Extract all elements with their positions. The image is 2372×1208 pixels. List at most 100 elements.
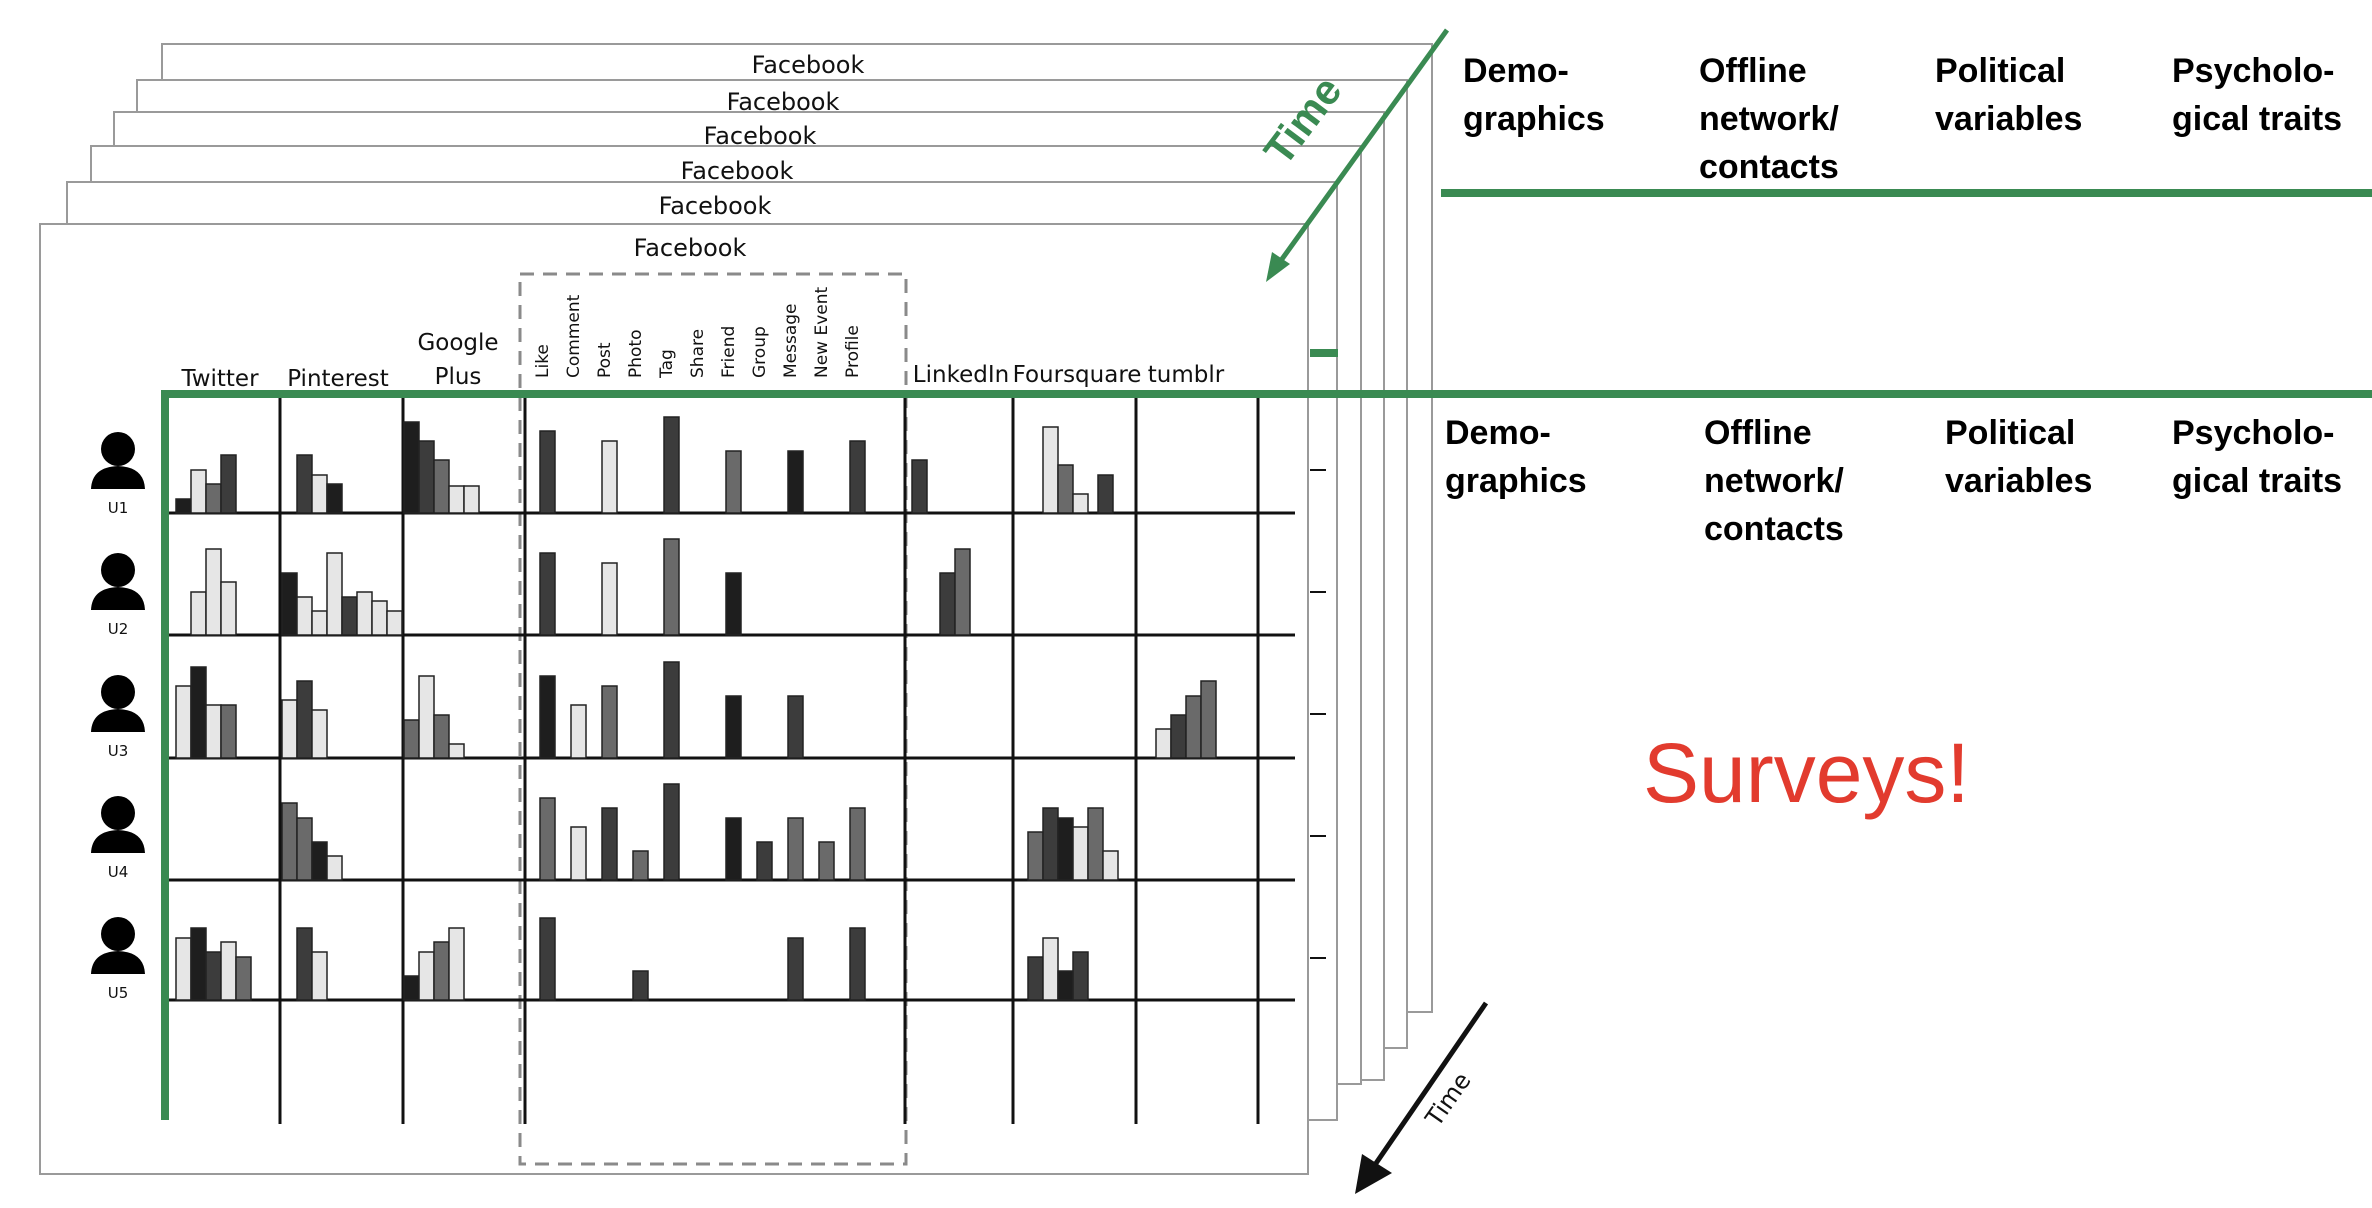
user-label: U1: [108, 499, 129, 517]
activity-bar: [311, 951, 328, 1001]
activity-bar: [341, 596, 358, 636]
survey-header-bottom-1: Offline network/contacts: [1704, 414, 1844, 548]
back-sheet-5-title: Facebook: [752, 51, 865, 79]
activity-bar: [1027, 956, 1044, 1001]
activity-bar: [601, 440, 618, 514]
time-label-black: Time: [1419, 1067, 1476, 1132]
facebook-action-label: New Event: [812, 286, 832, 378]
col-label-twitter: Twitter: [180, 366, 259, 392]
facebook-action-label: Like: [533, 344, 553, 378]
activity-bar: [190, 591, 207, 636]
activity-bar: [403, 719, 420, 759]
activity-bar: [281, 572, 298, 636]
activity-bar: [663, 538, 680, 636]
facebook-action-label: Friend: [719, 326, 739, 378]
activity-bar: [296, 927, 313, 1001]
activity-bar: [601, 562, 618, 636]
back-sheet-2-title: Facebook: [681, 157, 794, 185]
activity-bar: [539, 430, 556, 514]
col-label-pinterest: Pinterest: [287, 366, 389, 392]
activity-bar: [1097, 474, 1114, 514]
activity-bar: [205, 704, 222, 759]
activity-bar: [601, 685, 618, 759]
facebook-action-label: Tag: [657, 349, 677, 379]
activity-bar: [1072, 951, 1089, 1001]
activity-bar: [725, 450, 742, 514]
facebook-action-label: Message: [781, 303, 801, 378]
activity-bar: [1087, 807, 1104, 881]
col-label-google-plus: Google Plus: [417, 330, 498, 390]
activity-bar: [418, 440, 435, 514]
survey-header-top-2: Political variables: [1935, 52, 2082, 138]
activity-bar: [632, 970, 649, 1001]
activity-bar: [725, 695, 742, 759]
activity-bar: [849, 440, 866, 514]
activity-bar: [296, 454, 313, 514]
user-avatar-icon: [91, 553, 145, 610]
activity-bar: [1057, 464, 1074, 514]
col-label-tumblr: tumblr: [1148, 362, 1225, 388]
activity-bar: [448, 743, 465, 759]
activity-bar: [849, 927, 866, 1001]
activity-bar: [220, 941, 237, 1001]
survey-header-bottom-0: Demo-graphics: [1445, 414, 1587, 500]
activity-bar: [175, 937, 192, 1001]
col-label-foursquare: Foursquare: [1013, 362, 1142, 388]
activity-bar: [175, 498, 192, 514]
activity-bar: [1027, 831, 1044, 881]
activity-bar: [632, 850, 649, 881]
activity-bar: [296, 596, 313, 636]
activity-bar: [281, 699, 298, 759]
surveys-label: Surveys!: [1643, 726, 1970, 820]
activity-bar: [403, 421, 420, 514]
activity-bar: [326, 855, 343, 881]
activity-bar: [463, 485, 480, 514]
activity-bar: [787, 937, 804, 1001]
activity-bar: [1042, 937, 1059, 1001]
activity-bar: [725, 572, 742, 636]
activity-bar: [1200, 680, 1217, 759]
user-avatar-icon: [91, 917, 145, 974]
activity-bar: [1042, 807, 1059, 881]
activity-bar: [1072, 493, 1089, 514]
activity-bar: [418, 675, 435, 759]
survey-header-bottom-3: Psycholo-gical traits: [2172, 414, 2342, 500]
activity-bar: [311, 841, 328, 881]
activity-bar: [418, 951, 435, 1001]
facebook-action-label: Post: [595, 342, 615, 378]
activity-bar: [1057, 817, 1074, 881]
activity-bar: [403, 975, 420, 1001]
user-label: U3: [108, 742, 129, 760]
activity-bar: [570, 704, 587, 759]
activity-bar: [311, 610, 328, 636]
activity-bar: [448, 485, 465, 514]
activity-bar: [386, 610, 403, 636]
activity-bar: [570, 826, 587, 881]
facebook-action-label: Group: [750, 326, 770, 378]
activity-bar: [1155, 728, 1172, 759]
survey-header-top-3: Psycholo-gical traits: [2172, 52, 2342, 138]
activity-bar: [818, 841, 835, 881]
activity-bar: [205, 548, 222, 636]
front-sheet: Facebook Twitter Pinterest Google Plus Li…: [39, 223, 2372, 1175]
survey-header-bottom-2: Political variables: [1945, 414, 2092, 500]
activity-bar: [663, 416, 680, 514]
activity-bar: [787, 817, 804, 881]
activity-bar: [849, 807, 866, 881]
activity-bar: [326, 483, 343, 514]
col-label-linkedin: LinkedIn: [913, 362, 1009, 388]
activity-bar: [787, 450, 804, 514]
facebook-action-label: Profile: [843, 325, 863, 378]
activity-bar: [539, 917, 556, 1001]
user-label: U2: [108, 620, 129, 638]
activity-bar: [725, 817, 742, 881]
activity-bar: [175, 685, 192, 759]
activity-bar: [433, 941, 450, 1001]
activity-bar: [539, 675, 556, 759]
activity-bar: [205, 483, 222, 514]
activity-bar: [190, 666, 207, 759]
activity-bar: [911, 459, 928, 514]
activity-bar: [1170, 714, 1187, 759]
activity-bar: [433, 459, 450, 514]
